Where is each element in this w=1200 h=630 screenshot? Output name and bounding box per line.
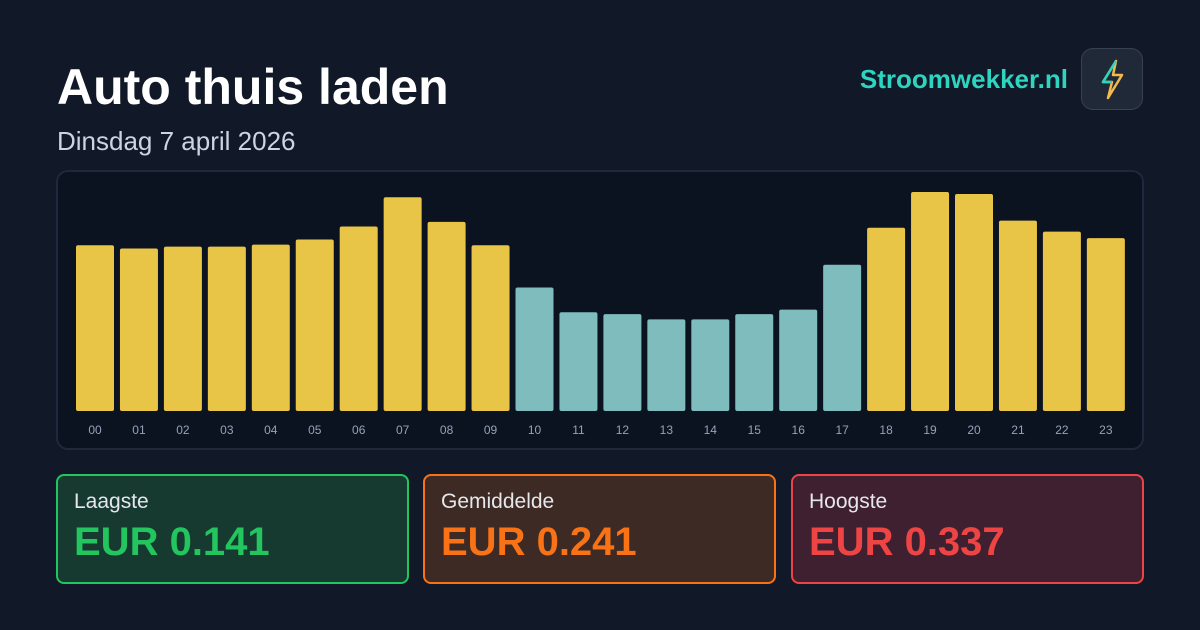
x-tick-label: 15 — [748, 423, 762, 437]
bar — [779, 309, 818, 411]
x-tick-label: 13 — [660, 423, 674, 437]
x-tick-label: 22 — [1055, 423, 1069, 437]
x-tick-label: 12 — [616, 423, 630, 437]
x-tick-label: 03 — [220, 423, 234, 437]
bar — [471, 245, 510, 411]
bar — [515, 287, 554, 411]
brand: Stroomwekker.nl — [859, 64, 1068, 94]
bar — [207, 246, 246, 411]
bolt-icon — [1101, 59, 1124, 100]
x-tick-label: 20 — [967, 423, 981, 437]
bar — [691, 319, 730, 411]
bar — [383, 197, 422, 411]
bar — [559, 312, 598, 411]
bar — [251, 244, 290, 411]
x-tick-label: 21 — [1011, 423, 1025, 437]
x-tick-label: 19 — [923, 423, 937, 437]
bar — [998, 220, 1037, 411]
x-tick-label: 07 — [396, 423, 410, 437]
bar — [735, 314, 774, 411]
card-label: Gemiddelde — [441, 490, 555, 513]
card-value: EUR 0.241 — [441, 520, 637, 564]
bar — [76, 245, 114, 411]
x-tick-label: 09 — [484, 423, 498, 437]
bar — [955, 193, 993, 411]
bar — [427, 221, 466, 411]
x-tick-label: 16 — [792, 423, 806, 437]
x-tick-label: 18 — [879, 423, 893, 437]
x-tick-label: 04 — [264, 423, 278, 437]
card: Laagste EUR 0.141 — [56, 474, 409, 584]
bar — [867, 227, 906, 411]
card-value: EUR 0.141 — [74, 520, 270, 564]
x-tick-label: 01 — [132, 423, 146, 437]
card-value: EUR 0.337 — [809, 520, 1005, 564]
bar — [911, 192, 950, 411]
bar — [1086, 238, 1125, 411]
x-tick-label: 11 — [572, 423, 585, 437]
card: Gemiddelde EUR 0.241 — [423, 474, 776, 584]
card-label: Laagste — [74, 490, 149, 513]
bar — [823, 264, 862, 411]
bar — [603, 314, 642, 411]
card: Hoogste EUR 0.337 — [791, 474, 1144, 584]
card-label: Hoogste — [809, 490, 888, 513]
x-tick-label: 06 — [352, 423, 366, 437]
x-tick-label: 00 — [88, 423, 102, 437]
x-tick-label: 10 — [528, 423, 542, 437]
bar — [295, 239, 334, 411]
bar — [119, 248, 158, 411]
x-tick-label: 08 — [440, 423, 454, 437]
x-tick-label: 17 — [835, 423, 849, 437]
brand-icon — [1081, 48, 1143, 110]
title: Auto thuis laden — [57, 59, 449, 115]
x-tick-label: 02 — [176, 423, 190, 437]
subtitle: Dinsdag 7 april 2026 — [57, 126, 296, 156]
bar — [647, 319, 686, 411]
x-tick-label: 23 — [1099, 423, 1113, 437]
bar — [163, 246, 202, 411]
bar — [1042, 231, 1081, 411]
x-tick-label: 05 — [308, 423, 322, 437]
bar — [339, 226, 378, 411]
x-tick-label: 14 — [704, 423, 718, 437]
